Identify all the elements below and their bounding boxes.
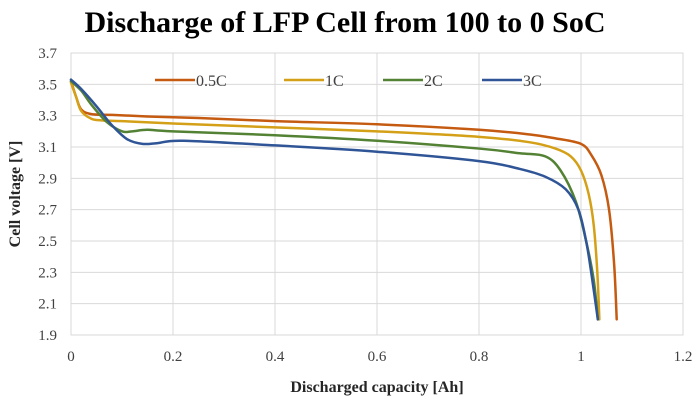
- y-tick-label: 2.3: [38, 265, 57, 281]
- legend-label: 1C: [325, 73, 344, 90]
- gridlines: [70, 52, 684, 336]
- y-tick-label: 3.1: [38, 140, 57, 156]
- legend-item: 0.5C: [155, 73, 227, 90]
- legend-item: 2C: [383, 73, 443, 90]
- series-line-0-5c: [69, 79, 618, 321]
- x-tick-label: 0.6: [368, 349, 387, 365]
- y-tick-label: 2.5: [38, 234, 57, 250]
- y-tick-label: 2.7: [38, 203, 57, 219]
- series-line-3c: [69, 78, 600, 321]
- legend-label: 3C: [523, 73, 542, 90]
- chart-title: Discharge of LFP Cell from 100 to 0 SoC: [84, 6, 605, 39]
- y-tick-label: 3.5: [38, 77, 57, 93]
- legend-item: 3C: [482, 73, 542, 90]
- plot-frame: [70, 52, 684, 336]
- y-tick-label: 3.3: [38, 109, 57, 125]
- y-tick-label: 2.9: [38, 171, 57, 187]
- series-line-1c: [69, 81, 601, 321]
- x-tick-label: 1: [577, 349, 585, 365]
- y-tick-label: 2.1: [38, 297, 57, 313]
- y-tick-label: 1.9: [38, 328, 57, 344]
- legend: 0.5C 1C 2C 3C: [155, 73, 542, 90]
- x-axis-ticks: 0 0.2 0.4 0.6 0.8 1 1.2: [67, 349, 692, 365]
- legend-label: 2C: [424, 73, 443, 90]
- y-tick-label: 3.7: [38, 46, 57, 62]
- x-tick-label: 0: [67, 349, 75, 365]
- x-axis-label: Discharged capacity [Ah]: [290, 379, 463, 396]
- y-axis-label: Cell voltage [V]: [7, 141, 24, 248]
- x-tick-label: 0.8: [470, 349, 489, 365]
- x-tick-label: 1.2: [674, 349, 693, 365]
- x-tick-label: 0.4: [266, 349, 285, 365]
- x-tick-label: 0.2: [164, 349, 183, 365]
- legend-item: 1C: [284, 73, 344, 90]
- series-lines: [69, 78, 618, 321]
- legend-label: 0.5C: [196, 73, 227, 90]
- y-axis-ticks: 1.9 2.1 2.3 2.5 2.7 2.9 3.1 3.3 3.5 3.7: [38, 46, 57, 344]
